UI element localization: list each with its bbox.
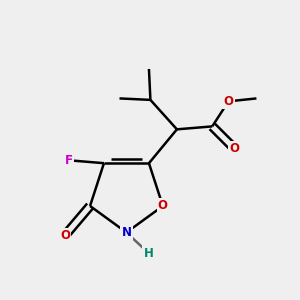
Text: O: O [229, 142, 239, 155]
Text: O: O [224, 95, 233, 108]
Text: H: H [144, 247, 154, 260]
Text: N: N [122, 226, 131, 239]
Text: O: O [60, 229, 70, 242]
Text: O: O [158, 200, 168, 212]
Text: F: F [64, 154, 73, 167]
